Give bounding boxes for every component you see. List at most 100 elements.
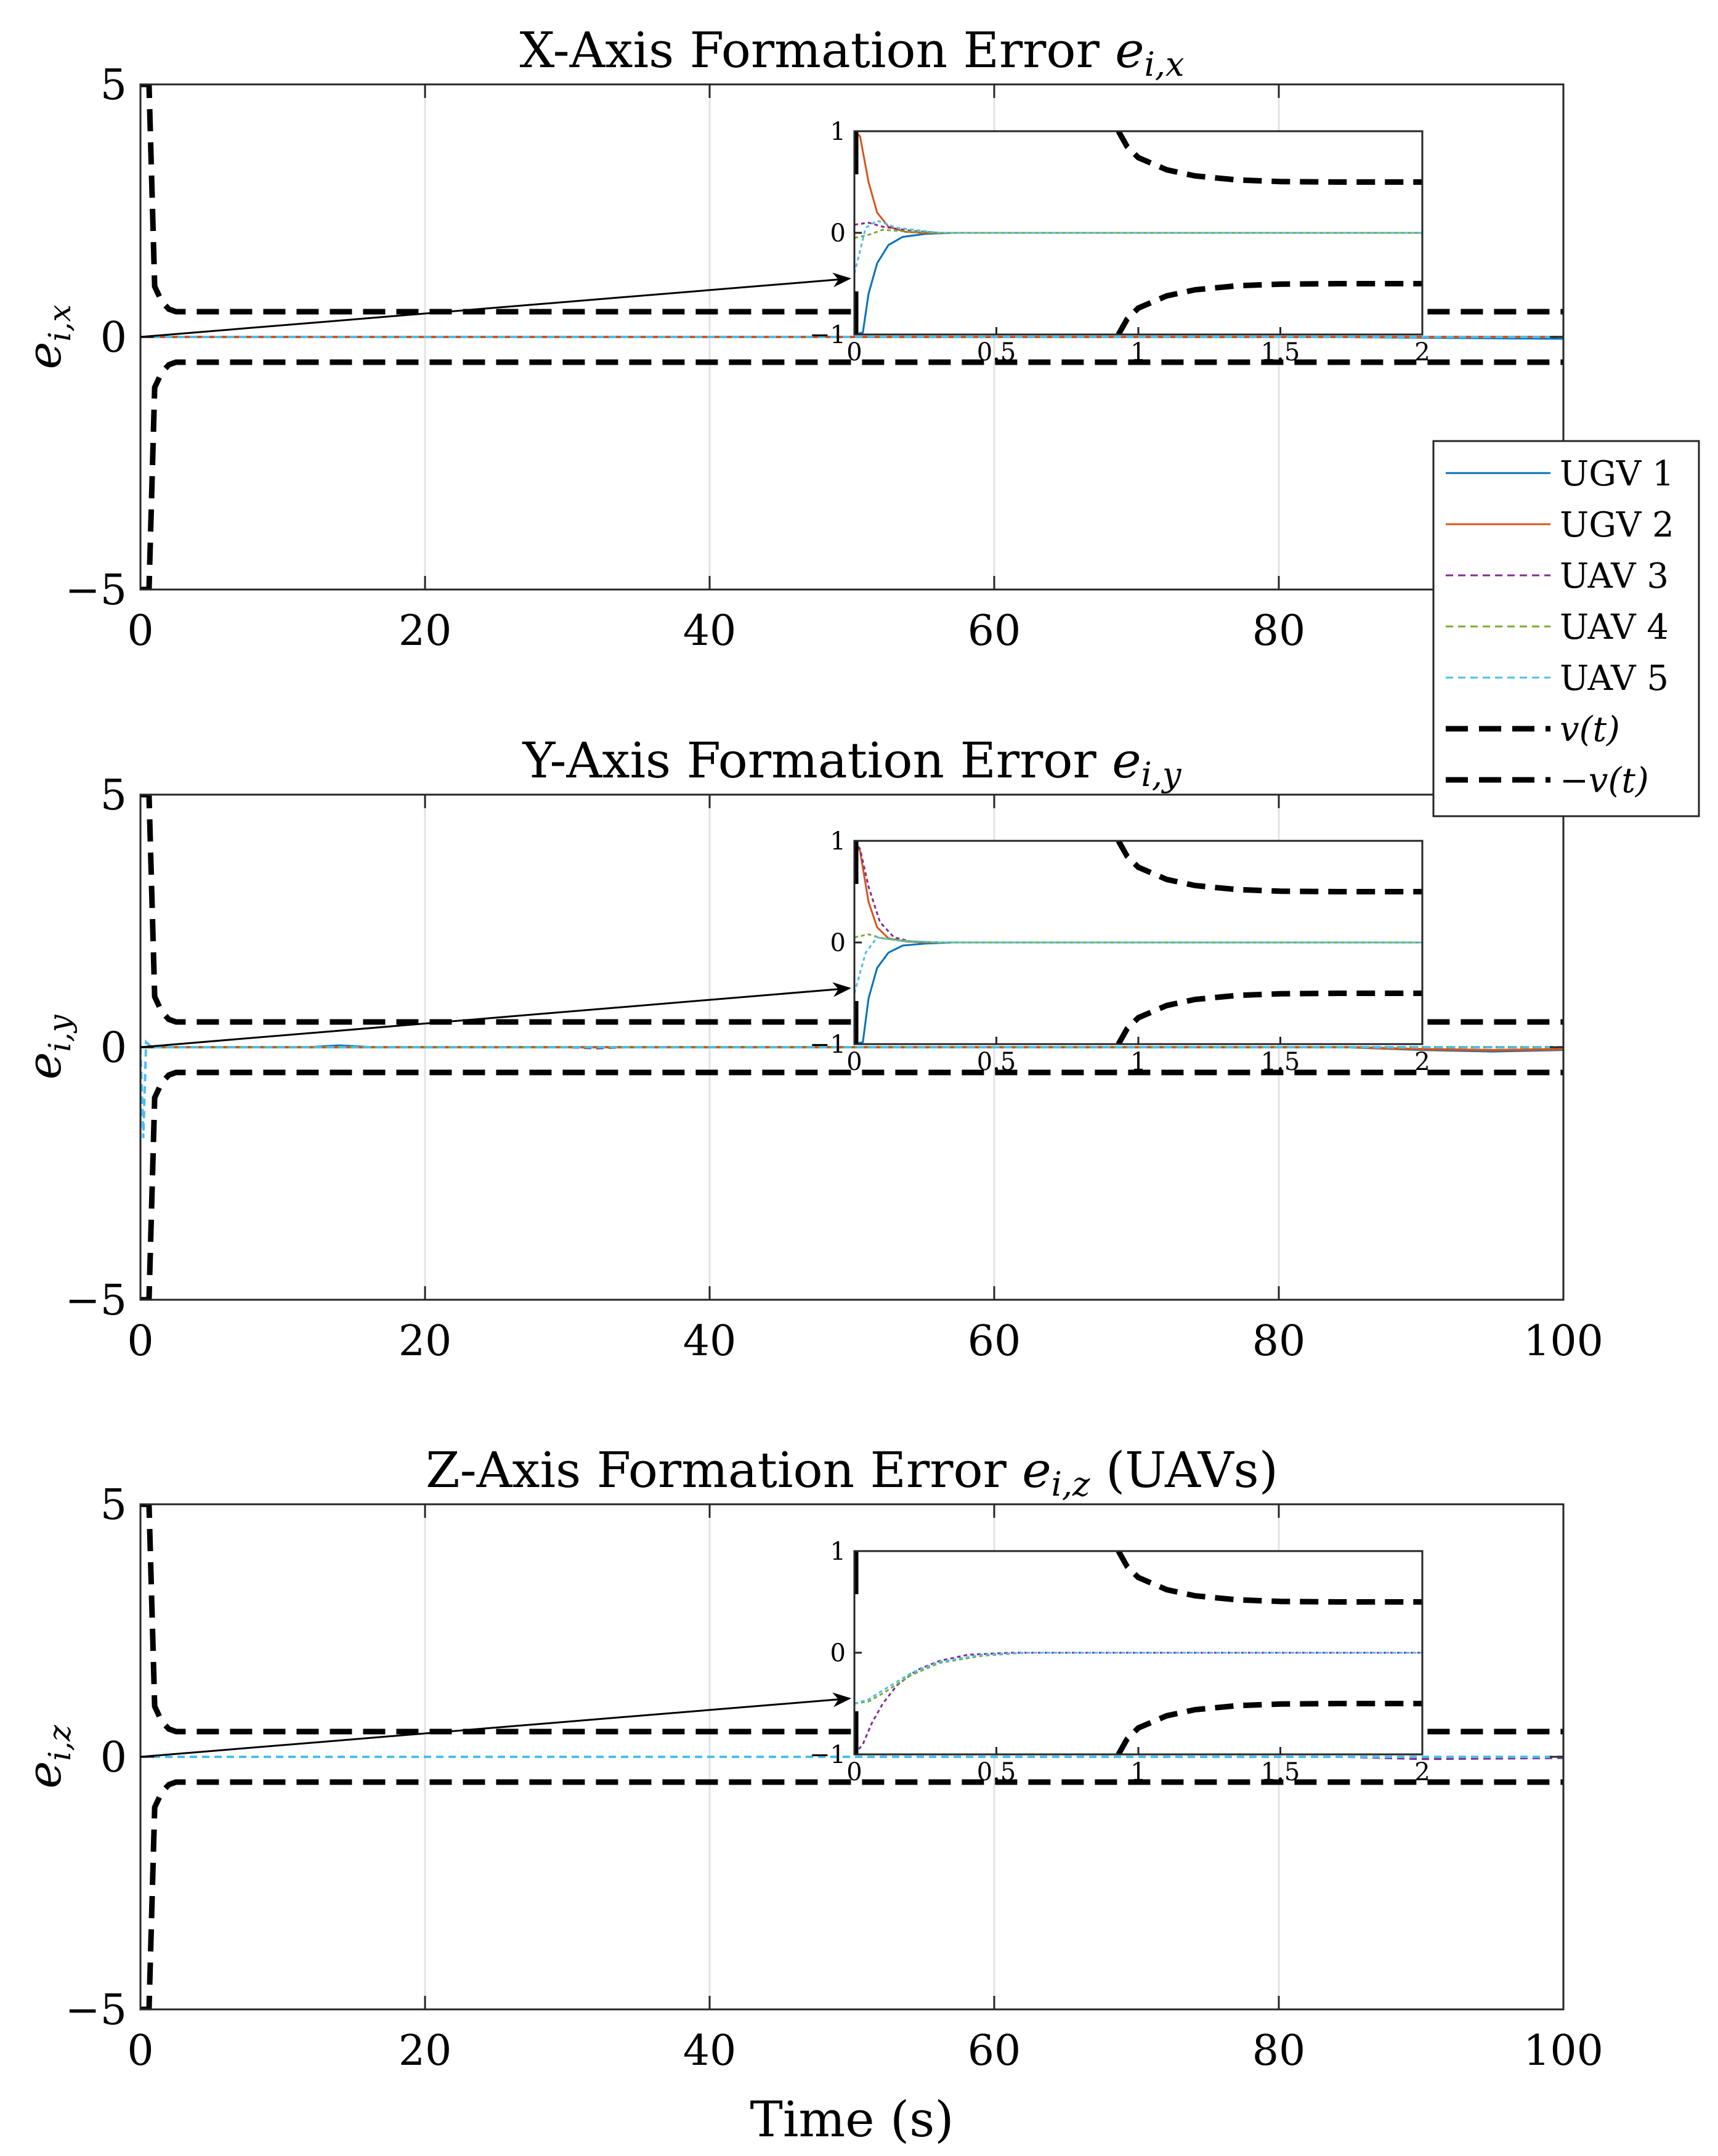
x-tick-label: 0 (127, 1317, 153, 1366)
inset-bound-neg-v (1116, 991, 1422, 1044)
plot-lines (140, 1504, 1563, 2009)
zoom-arrow (140, 982, 851, 1048)
x-tick-label: 0 (127, 607, 153, 655)
inset-x-tick-label: 0 (846, 1758, 862, 1786)
legend-label: v(t) (1560, 710, 1620, 750)
x-tick-label: 80 (1252, 2027, 1306, 2075)
bound-line-neg-v (140, 1069, 1563, 1300)
inset-1: 0 0.5 1 1.5 2−101 (809, 118, 1430, 367)
bound-line-v (140, 795, 1563, 1025)
inset-bound-v (1116, 131, 1422, 185)
inset-x-tick-label: 2 (1414, 1758, 1430, 1786)
inset-y-tick-label: 0 (830, 929, 846, 957)
x-tick-label: 40 (683, 2027, 737, 2075)
inset-x-tick-label: 0 (846, 1048, 862, 1076)
y-tick-label: 5 (100, 61, 127, 110)
y-tick-label: −5 (65, 566, 127, 615)
inset-x-tick-label: 2 (1414, 1048, 1430, 1076)
legend-label: UGV 2 (1560, 505, 1674, 545)
inset-series-line-uav-4 (854, 933, 1422, 944)
inset-x-tick-label: 1 (1130, 1048, 1146, 1076)
inset-y-tick-label: −1 (809, 321, 846, 349)
x-tick-label: 0 (127, 2027, 153, 2075)
inset-bound-v (1116, 841, 1422, 894)
y-tick-label: 0 (100, 314, 127, 362)
y-tick-label: −5 (65, 1276, 127, 1325)
y-axis-label: ei,z (17, 1725, 78, 1789)
bound-line-v (140, 1504, 1563, 1735)
x-tick-label: 60 (968, 2027, 1021, 2075)
x-tick-label: 80 (1252, 607, 1306, 655)
inset-lines (854, 841, 1422, 1044)
x-tick-label: 100 (1523, 2027, 1603, 2075)
x-tick-label: 20 (399, 607, 452, 655)
inset-3: 0 0.5 1 1.5 2−101 (809, 1538, 1430, 1786)
inset-x-tick-label: 1.5 (1261, 338, 1300, 367)
inset-series-line-uav-5 (854, 219, 1422, 274)
inset-bound-neg-v (1116, 281, 1422, 334)
inset-lines (854, 1551, 1422, 1754)
inset-bound-neg-v (1116, 1701, 1422, 1754)
legend-label: −v(t) (1560, 761, 1649, 801)
y-tick-label: 0 (100, 1024, 127, 1072)
legend-label: UAV 3 (1560, 556, 1669, 596)
inset-y-tick-label: 1 (830, 118, 846, 146)
inset-series-line-uav-4 (854, 1651, 1422, 1704)
inset-lines (854, 131, 1422, 334)
inset-series-line-uav-5 (854, 936, 1422, 994)
x-tick-label: 20 (399, 1317, 452, 1366)
x-tick-label: 80 (1252, 1317, 1306, 1366)
x-tick-label: 100 (1523, 1317, 1603, 1366)
inset-series-line-uav-3 (854, 841, 1422, 944)
series-line-uav-5 (140, 1039, 1563, 1138)
inset-series-line-uav-4 (854, 229, 1422, 239)
x-tick-label: 60 (968, 607, 1021, 655)
x-axis-label: Time (s) (750, 2091, 954, 2148)
y-tick-label: 5 (100, 771, 127, 820)
inset-x-tick-label: 2 (1414, 338, 1430, 367)
x-tick-label: 60 (968, 1317, 1021, 1366)
inset-y-tick-label: 1 (830, 827, 846, 856)
y-tick-label: 5 (100, 1481, 127, 1530)
inset-bound-v (1116, 1551, 1422, 1605)
inset-x-tick-label: 1 (1130, 1758, 1146, 1786)
inset-y-tick-label: −1 (809, 1031, 846, 1059)
inset-x-tick-label: 0.5 (977, 1048, 1016, 1076)
legend-box (1432, 440, 1700, 817)
chart-title: Z-Axis Formation Error ei,z (UAVs) (426, 1441, 1278, 1504)
legend: UGV 1 UGV 2 UAV 3 UAV 4 UAV 5 v(t) −v(t) (1432, 440, 1700, 817)
y-tick-label: 0 (100, 1733, 127, 1782)
y-axis-label: ei,x (17, 304, 78, 369)
chart-title: X-Axis Formation Error ei,x (520, 22, 1185, 84)
inset-x-tick-label: 1 (1130, 338, 1146, 367)
inset-y-tick-label: 0 (830, 1639, 846, 1668)
y-tick-label: −5 (65, 1986, 127, 2035)
x-tick-label: 20 (399, 2027, 452, 2075)
inset-x-tick-label: 0.5 (977, 338, 1016, 367)
inset-series-line-uav-3 (854, 221, 1422, 234)
inset-x-tick-label: 0.5 (977, 1758, 1016, 1786)
chart-title: Y-Axis Formation Error ei,y (522, 732, 1182, 794)
plot-lines (140, 795, 1563, 1300)
inset-x-tick-label: 1.5 (1261, 1758, 1300, 1786)
legend-label: UGV 1 (1560, 454, 1674, 494)
bound-line-neg-v (140, 1779, 1563, 2009)
zoom-arrow (140, 272, 851, 338)
bound-line-neg-v (140, 359, 1563, 590)
zoom-arrow (140, 1692, 851, 1758)
legend-label: UAV 4 (1560, 607, 1669, 647)
inset-y-tick-label: −1 (809, 1741, 846, 1769)
bound-line-v (140, 84, 1563, 315)
x-tick-label: 40 (683, 1317, 737, 1366)
inset-x-tick-label: 0 (846, 338, 862, 367)
inset-y-tick-label: 1 (830, 1538, 846, 1566)
inset-y-tick-label: 0 (830, 219, 846, 248)
inset-x-tick-label: 1.5 (1261, 1048, 1300, 1076)
inset-2: 0 0.5 1 1.5 2−101 (809, 827, 1430, 1076)
x-tick-label: 40 (683, 607, 737, 655)
